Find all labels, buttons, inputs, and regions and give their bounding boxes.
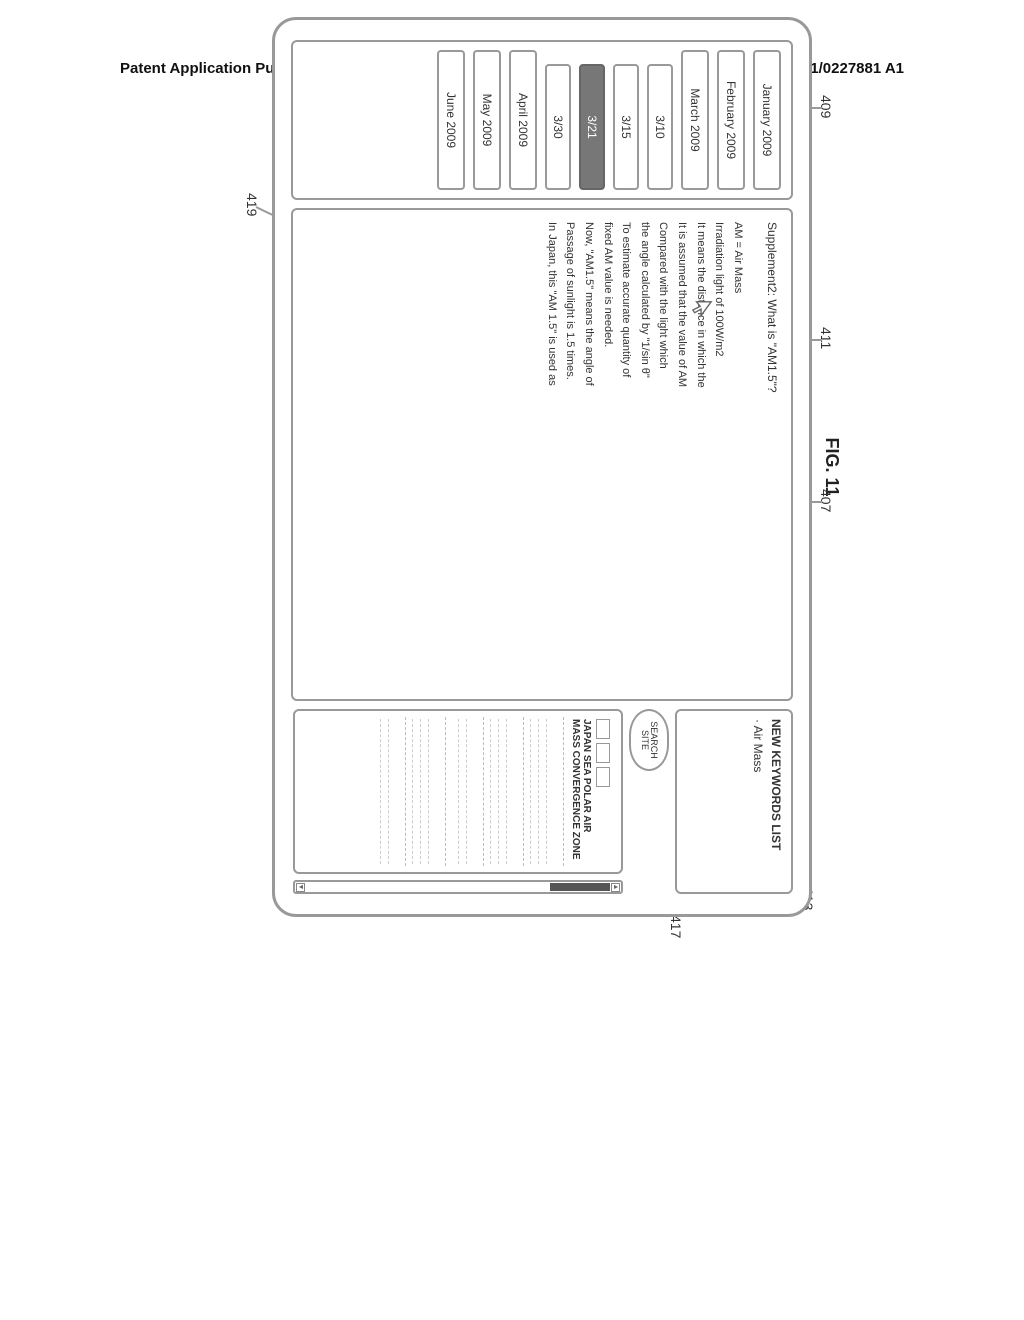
result-item[interactable] [523, 717, 563, 866]
sidebar-subitem[interactable]: 3/15 [613, 64, 639, 190]
scroll-up-icon[interactable]: ▲ [611, 883, 620, 892]
result-title: JAPAN SEA POLAR AIR MASS CONVERGENCE ZON… [570, 719, 592, 864]
main-content-panel: Supplement2: What is "AM1.5"? AM = Air M… [291, 208, 793, 701]
sidebar-item[interactable]: April 2009 [509, 50, 537, 190]
main-line: In Japan, this "AM 1.5" is used as [542, 222, 560, 687]
main-line: the angle calculated by "1/sin θ" [635, 222, 653, 687]
scroll-thumb[interactable] [550, 883, 610, 891]
sidebar-item[interactable]: March 2009 [681, 50, 709, 190]
ref-419: 419 [244, 193, 260, 216]
main-line: It is assumed that the value of AM [672, 222, 690, 687]
sidebar-subitem-selected[interactable]: 3/21 [579, 64, 605, 190]
main-line: Now, "AM1.5" means the angle of [579, 222, 597, 687]
ref-417: 417 [668, 915, 684, 938]
figure-11: FIG. 11 409 411 407 413 417 419 [212, 17, 812, 917]
sidebar-item[interactable]: January 2009 [753, 50, 781, 190]
scroll-down-icon[interactable]: ▼ [296, 883, 305, 892]
results-scrollbar[interactable]: ▲ ▼ [293, 880, 623, 894]
device-frame: January 2009 February 2009 March 2009 3/… [272, 17, 812, 917]
main-line: To estimate accurate quantity of [617, 222, 635, 687]
result-item[interactable] [483, 717, 523, 866]
keyword-item: · Air Mass [751, 719, 765, 884]
main-line: AM = Air Mass [728, 222, 746, 687]
sidebar-item[interactable]: February 2009 [717, 50, 745, 190]
result-item[interactable]: JAPAN SEA POLAR AIR MASS CONVERGENCE ZON… [563, 717, 616, 866]
keywords-panel: NEW KEYWORDS LIST · Air Mass [675, 709, 793, 894]
main-line: It means the distance in which the [691, 222, 709, 687]
main-heading: Supplement2: What is "AM1.5"? [762, 222, 781, 687]
date-sidebar: January 2009 February 2009 March 2009 3/… [291, 40, 793, 200]
result-item[interactable] [405, 717, 445, 866]
sidebar-subitem[interactable]: 3/10 [647, 64, 673, 190]
main-line: Irradiation light of 100W/m2 [710, 222, 728, 687]
keywords-heading: NEW KEYWORDS LIST [769, 719, 783, 884]
search-results-panel: JAPAN SEA POLAR AIR MASS CONVERGENCE ZON… [293, 709, 623, 874]
sidebar-subitem[interactable]: 3/30 [545, 64, 571, 190]
sidebar-item[interactable]: May 2009 [473, 50, 501, 190]
sidebar-item[interactable]: June 2009 [437, 50, 465, 190]
result-item[interactable] [367, 717, 405, 866]
search-site-button[interactable]: SEARCH SITE [629, 709, 669, 771]
main-line: fixed AM value is needed. [598, 222, 616, 687]
result-item[interactable] [445, 717, 483, 866]
figure-title: FIG. 11 [821, 437, 842, 496]
main-line: Passage of sunlight is 1.5 times. [561, 222, 579, 687]
main-line: Compared with the light which [654, 222, 672, 687]
